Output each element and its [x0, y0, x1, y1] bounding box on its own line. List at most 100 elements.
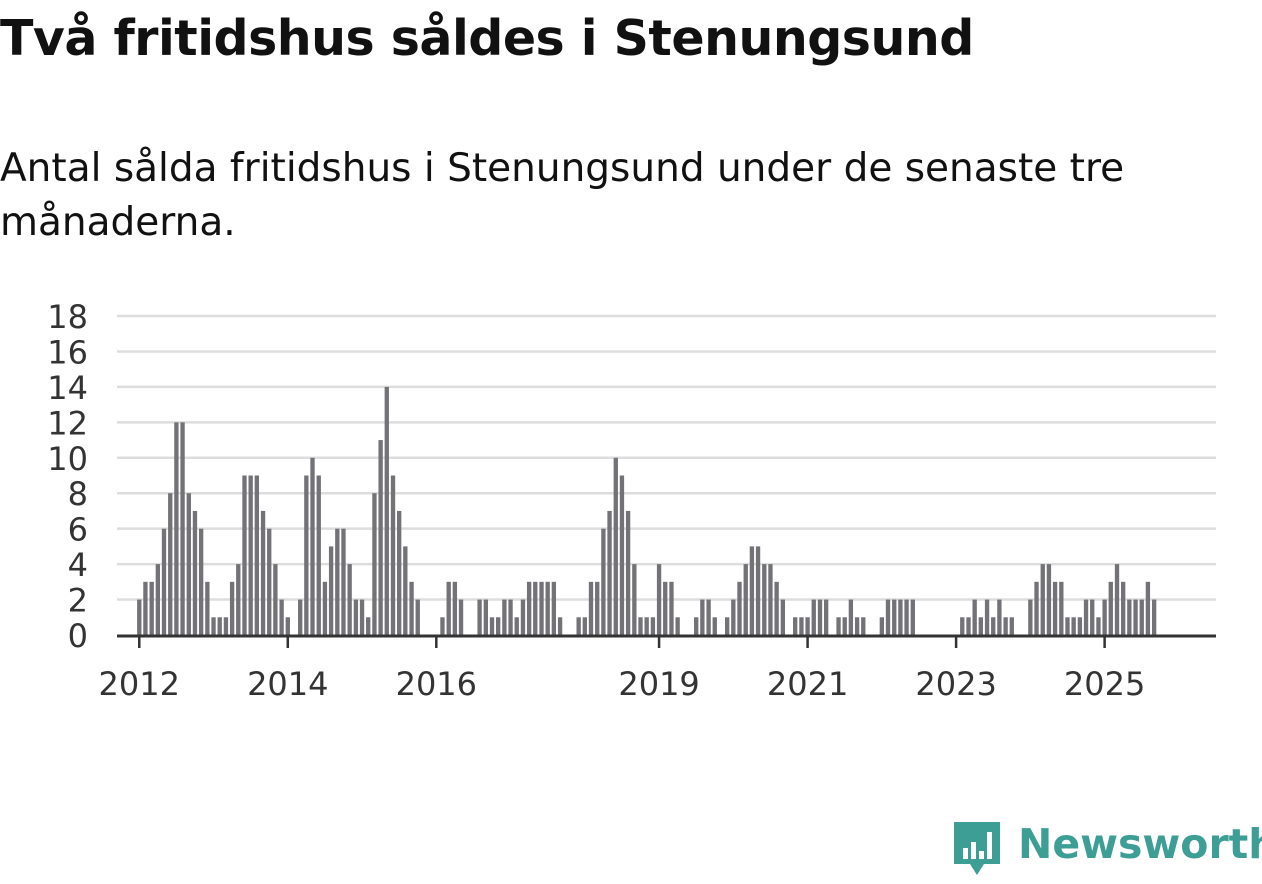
bar [211, 617, 216, 635]
y-tick-label: 10 [47, 440, 88, 478]
bar [576, 617, 581, 635]
bar [452, 581, 458, 635]
bar [743, 564, 748, 635]
bar [706, 599, 711, 635]
bar [966, 617, 971, 635]
bar [885, 599, 891, 635]
bar [1102, 599, 1107, 635]
bar [669, 581, 674, 635]
bar [440, 617, 445, 635]
bar [1071, 617, 1076, 635]
bar [539, 581, 544, 635]
bar [1083, 599, 1089, 635]
bar [1096, 617, 1101, 635]
bar [409, 581, 414, 635]
x-tick-label: 2012 [99, 665, 180, 703]
bar [155, 564, 161, 635]
bar [403, 546, 408, 635]
bar-chart-speech-bubble-icon [954, 822, 1000, 875]
bar [675, 617, 680, 635]
brand-name: Newsworthy [1018, 820, 1262, 868]
bar [458, 599, 464, 635]
bar [557, 617, 563, 635]
bar [793, 617, 798, 635]
bar [817, 599, 823, 635]
bar [1090, 599, 1095, 635]
chart-title: Två fritidshus såldes i Stenungsund [0, 10, 974, 67]
bar [1145, 581, 1151, 635]
x-tick-label: 2016 [396, 665, 477, 703]
bar [972, 599, 977, 635]
bar [1065, 617, 1070, 635]
bar [168, 493, 173, 635]
bar [372, 493, 377, 635]
bar [811, 599, 816, 635]
x-tick-label: 2023 [915, 665, 996, 703]
y-tick-label: 18 [47, 298, 88, 336]
bar [483, 599, 488, 635]
bar [997, 599, 1002, 635]
bar [1127, 599, 1132, 635]
bars [137, 386, 1157, 635]
bar [694, 617, 699, 635]
bar [898, 599, 903, 635]
y-tick-label: 8 [68, 475, 88, 513]
bar [186, 493, 191, 635]
bar [359, 599, 365, 635]
bar [904, 599, 909, 635]
bar [712, 617, 717, 635]
bar [1114, 564, 1120, 635]
bar [1151, 599, 1157, 635]
bar [180, 422, 185, 635]
bar [545, 581, 550, 635]
bar [328, 546, 334, 635]
bar [316, 475, 321, 635]
bar [588, 581, 594, 635]
bar [823, 599, 829, 635]
bar [595, 581, 600, 635]
bar [378, 440, 383, 635]
bar [335, 528, 340, 635]
y-tick-label: 4 [68, 546, 88, 584]
bar [174, 422, 179, 635]
bar [390, 475, 396, 635]
bar [137, 599, 142, 635]
bar [254, 475, 259, 635]
chart-subtitle: Antal sålda fritidshus i Stenungsund und… [0, 146, 1125, 245]
bar [298, 599, 303, 635]
bar [353, 599, 359, 635]
bar [526, 581, 532, 635]
bar [248, 475, 253, 635]
bar [161, 528, 167, 635]
bar [978, 617, 983, 635]
bar [749, 546, 755, 635]
bar [229, 581, 235, 635]
bar [768, 564, 773, 635]
bar [1028, 599, 1033, 635]
x-tick-label: 2014 [247, 665, 328, 703]
bar [582, 617, 587, 635]
bar [799, 617, 804, 635]
bar [1121, 581, 1126, 635]
bar [1133, 599, 1138, 635]
bar [192, 510, 198, 635]
bar [848, 599, 854, 635]
bar [267, 528, 272, 635]
y-tick-label: 14 [47, 369, 88, 407]
bar [991, 617, 996, 635]
bar [198, 528, 204, 635]
bar [656, 564, 662, 635]
bar [1034, 581, 1039, 635]
bar [638, 617, 643, 635]
x-tick-label: 2025 [1064, 665, 1145, 703]
bar [341, 528, 346, 635]
bar [236, 564, 241, 635]
bar [508, 599, 513, 635]
bar [217, 617, 222, 635]
bar [260, 510, 266, 635]
bar [1040, 564, 1045, 635]
data-labels: 2 [1157, 290, 1175, 297]
bar [347, 564, 352, 635]
y-tick-label: 6 [68, 511, 88, 549]
